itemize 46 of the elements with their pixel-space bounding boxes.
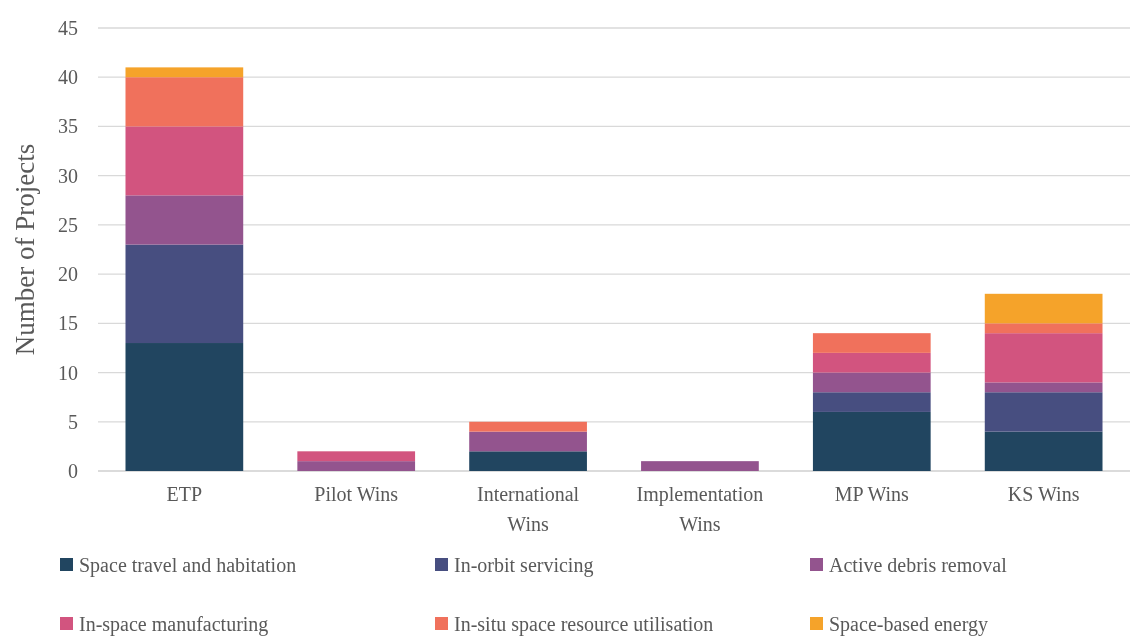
bar <box>297 461 416 471</box>
legend-label: In-space manufacturing <box>79 613 269 636</box>
y-tick-label: 35 <box>58 115 78 138</box>
x-tick-label: MP Wins <box>834 483 910 505</box>
bar <box>984 293 1103 324</box>
x-tick-label: Pilot Wins <box>314 483 399 505</box>
bar <box>812 352 931 373</box>
bar <box>984 392 1103 432</box>
bar <box>984 333 1103 383</box>
bar <box>984 431 1103 471</box>
legend-label: In-situ space resource utilisation <box>454 613 714 636</box>
y-tick-label: 10 <box>58 361 78 384</box>
y-tick-label: 45 <box>58 17 78 39</box>
bar <box>125 244 244 344</box>
bar <box>812 411 931 471</box>
y-tick-label: 20 <box>58 263 78 286</box>
bar <box>469 421 587 432</box>
x-tick-label: International Wins <box>476 483 580 535</box>
bar <box>812 372 931 393</box>
legend-label: In-orbit servicing <box>454 554 594 577</box>
y-tick-label: 40 <box>58 66 78 89</box>
bar <box>125 67 244 78</box>
x-tick-label: Implementation Wins <box>636 483 764 535</box>
bar <box>125 195 244 245</box>
y-tick-label: 15 <box>58 312 78 335</box>
legend-label: Space-based energy <box>829 613 989 636</box>
bar <box>125 77 244 127</box>
bar <box>641 461 759 471</box>
x-tick-label: KS Wins <box>1007 483 1080 505</box>
x-tick-label: ETP <box>166 483 203 505</box>
y-tick-label: 30 <box>58 164 78 187</box>
bar <box>125 343 244 471</box>
bar <box>125 126 244 196</box>
bar <box>469 431 587 452</box>
y-tick-label: 25 <box>58 213 78 236</box>
bar <box>984 382 1103 393</box>
y-tick-label: 0 <box>68 460 78 482</box>
bar <box>984 323 1103 334</box>
y-tick-label: 5 <box>68 410 78 433</box>
bar <box>812 333 931 353</box>
legend-label: Space travel and habitation <box>79 554 297 577</box>
bar <box>812 392 931 412</box>
bar <box>297 451 416 462</box>
y-axis-title: Number of Projects <box>10 143 40 356</box>
legend-label: Active debris removal <box>829 554 1008 576</box>
bar <box>469 451 587 471</box>
